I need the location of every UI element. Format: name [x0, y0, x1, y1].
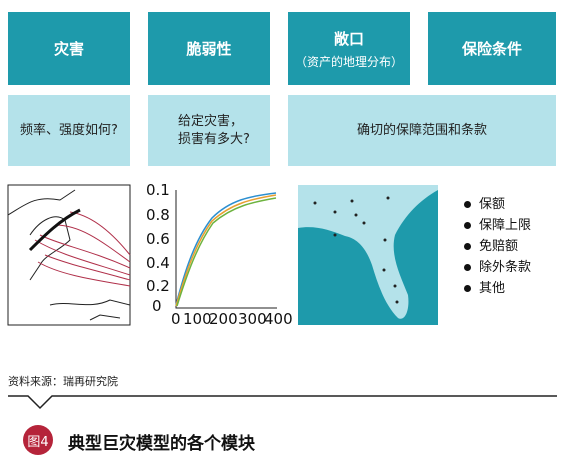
- x-tick-label: 400: [264, 310, 293, 328]
- y-tick-label: 0.2: [146, 277, 170, 295]
- header-title: 保险条件: [461, 40, 522, 58]
- x-tick-label: 300: [238, 310, 267, 328]
- curve-axes: [175, 190, 277, 309]
- asset-dots: [313, 196, 399, 304]
- header-subtitle: （资产的地理分布）: [294, 54, 403, 69]
- land: [298, 185, 438, 319]
- x-tick-label: 0: [171, 310, 181, 328]
- question-box: 确切的保障范围和条款: [288, 95, 556, 166]
- condition-item: 免赔额: [464, 235, 518, 254]
- question-text: 频率、强度如何?: [20, 122, 118, 138]
- y-tick-label: 0.8: [146, 206, 170, 224]
- question-box: 频率、强度如何?: [8, 95, 130, 166]
- y-tick-label: 0.6: [146, 230, 170, 248]
- question-text: 确切的保障范围和条款: [356, 122, 487, 138]
- header-box: 灾害: [8, 12, 130, 85]
- divider: [8, 395, 557, 410]
- curve: [176, 197, 277, 307]
- coastline: [7, 189, 131, 321]
- question-text: 损害有多大?: [178, 131, 250, 147]
- question-text: 给定灾害，: [178, 113, 244, 129]
- header-title: 脆弱性: [186, 40, 232, 58]
- figure-title: 典型巨灾模型的各个模块: [68, 434, 255, 454]
- question-box: 给定灾害， 损害有多大?: [148, 95, 270, 166]
- condition-item: 保额: [464, 193, 505, 212]
- header-box: 保险条件: [428, 12, 556, 85]
- y-tick-label: 0.1: [146, 181, 170, 199]
- curve: [175, 192, 277, 306]
- x-tick-label: 100: [183, 310, 212, 328]
- main-track: [28, 208, 81, 252]
- source: 资料来源：瑞再研究院: [8, 375, 118, 388]
- condition-item: 保障上限: [464, 214, 531, 233]
- condition-item: 除外条款: [464, 256, 531, 275]
- header-title: 敞口: [333, 29, 364, 48]
- condition-item: 其他: [464, 277, 505, 296]
- figure-label: 图4: [27, 435, 49, 450]
- figure-badge: [23, 425, 53, 455]
- x-tick-label: 200: [209, 310, 238, 328]
- y-tick-label: 0.4: [146, 254, 170, 272]
- curve: [175, 194, 277, 307]
- header-box: 脆弱性: [148, 12, 270, 85]
- header-box: 敞口 （资产的地理分布）: [288, 12, 410, 85]
- header-title: 灾害: [53, 40, 84, 58]
- y-tick-label: 0: [152, 297, 162, 315]
